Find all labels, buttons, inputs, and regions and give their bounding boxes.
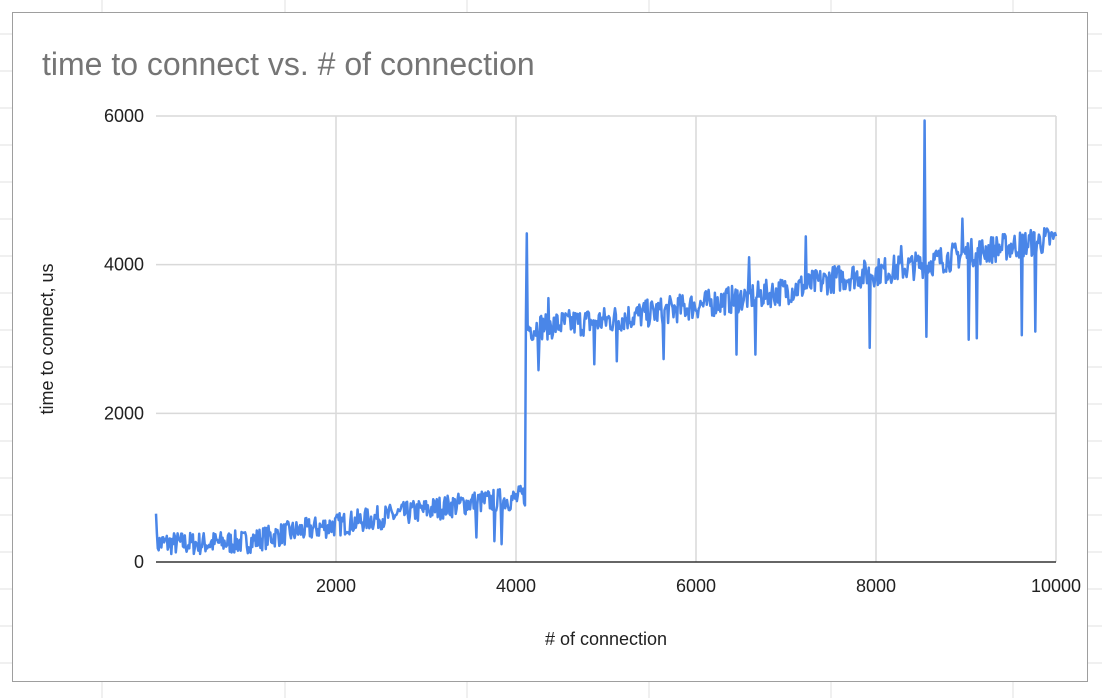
- x-tick-label: 8000: [856, 576, 896, 596]
- y-tick-label: 4000: [104, 255, 144, 275]
- x-tick-label: 4000: [496, 576, 536, 596]
- y-tick-label: 0: [134, 552, 144, 572]
- y-tick-label: 2000: [104, 403, 144, 423]
- tick-labels: 2000 4000 6000 8000 10000 0 2000 4000 6000: [104, 106, 1081, 596]
- chart-card[interactable]: time to connect vs. # of connection 2000…: [12, 12, 1088, 682]
- chart-title: time to connect vs. # of connection: [42, 46, 535, 82]
- x-tick-label: 6000: [676, 576, 716, 596]
- y-axis-title: time to connect, us: [37, 263, 57, 414]
- series-line[interactable]: [154, 119, 1058, 556]
- x-tick-label: 10000: [1031, 576, 1081, 596]
- line-chart: 2000 4000 6000 8000 10000 0 2000 4000 6000 # of …: [37, 106, 1081, 649]
- x-axis-title: # of connection: [545, 629, 667, 649]
- x-tick-label: 2000: [316, 576, 356, 596]
- y-tick-label: 6000: [104, 106, 144, 126]
- gridlines: [156, 115, 1057, 562]
- series-layer: [154, 119, 1058, 556]
